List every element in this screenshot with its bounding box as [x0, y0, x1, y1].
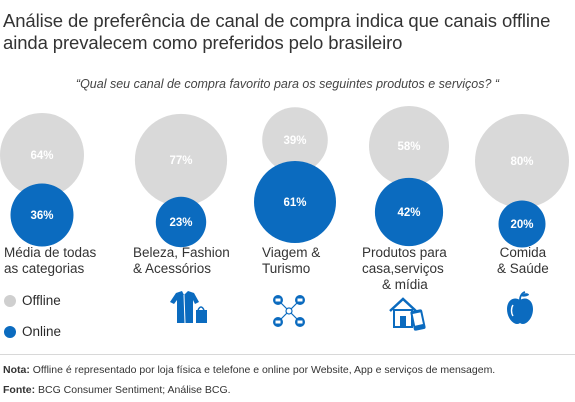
legend-online: Online	[4, 324, 61, 339]
category-label-beauty: Beleza, Fashion & Acessórios	[133, 245, 230, 277]
clothes-bag-icon	[170, 291, 207, 324]
category-label-line: & Acessórios	[133, 261, 212, 276]
apple-icon	[507, 291, 533, 324]
house-phone-icon	[389, 297, 426, 331]
footnote-note-label: Nota:	[3, 364, 30, 376]
online-value-label: 36%	[30, 210, 53, 222]
offline-bubble	[134, 113, 228, 207]
online-bubble	[10, 183, 74, 247]
chart-subtitle: “Qual seu canal de compra favorito para …	[75, 77, 500, 91]
travel-network-icon	[273, 295, 305, 327]
online-bubble	[155, 196, 207, 248]
offline-value-label: 39%	[283, 135, 306, 147]
category-label-all: Média de todas as categorias	[4, 245, 96, 277]
footnote-note: Nota: Offline é representado por loja fí…	[3, 364, 495, 376]
offline-bubble	[0, 113, 84, 197]
online-value-label: 20%	[510, 219, 533, 231]
category-label-line: Beleza, Fashion	[133, 245, 230, 260]
footnote-source-label: Fonte:	[3, 384, 36, 396]
online-value-label: 23%	[169, 217, 192, 229]
footnote-source-text: BCG Consumer Sentiment; Análise BCG.	[35, 384, 231, 396]
legend-online-label: Online	[22, 324, 62, 339]
category-label-line: as categorias	[4, 261, 85, 276]
category-label-home: Produtos para casa,serviços & mídia	[362, 245, 447, 293]
offline-value-label: 64%	[30, 150, 53, 162]
category-label-line: & Saúde	[497, 261, 549, 276]
offline-value-label: 77%	[169, 155, 192, 167]
online-bubble	[374, 177, 444, 247]
offline-bubble	[475, 114, 569, 208]
legend-online-swatch	[4, 325, 16, 338]
category-label-line: Turismo	[262, 261, 311, 276]
category-label-line: Produtos para	[362, 245, 447, 260]
category-label-line: Comida	[499, 245, 547, 260]
online-bubble	[254, 161, 336, 243]
offline-bubble	[369, 106, 449, 186]
footnote-source: Fonte: BCG Consumer Sentiment; Análise B…	[3, 384, 231, 396]
category-label-line: casa,serviços	[362, 261, 444, 276]
footnote-note-text: Offline é representado por loja física e…	[29, 364, 496, 376]
online-value-label: 61%	[283, 197, 306, 209]
category-label-line: Viagem &	[262, 245, 321, 260]
legend-offline: Offline	[4, 293, 61, 308]
category-label-line: Média de todas	[4, 245, 97, 260]
footer-divider	[0, 354, 575, 355]
offline-bubble	[262, 107, 328, 173]
legend-offline-label: Offline	[22, 293, 61, 308]
page-title: Análise de preferência de canal de compr…	[3, 10, 551, 53]
legend-offline-swatch	[4, 294, 16, 307]
category-label-food: Comida & Saúde	[497, 245, 549, 277]
offline-value-label: 58%	[397, 141, 420, 153]
online-bubble	[498, 200, 546, 248]
online-value-label: 42%	[397, 207, 420, 219]
offline-value-label: 80%	[510, 156, 533, 168]
category-label-travel: Viagem & Turismo	[262, 245, 320, 277]
category-label-line: & mídia	[382, 277, 428, 292]
